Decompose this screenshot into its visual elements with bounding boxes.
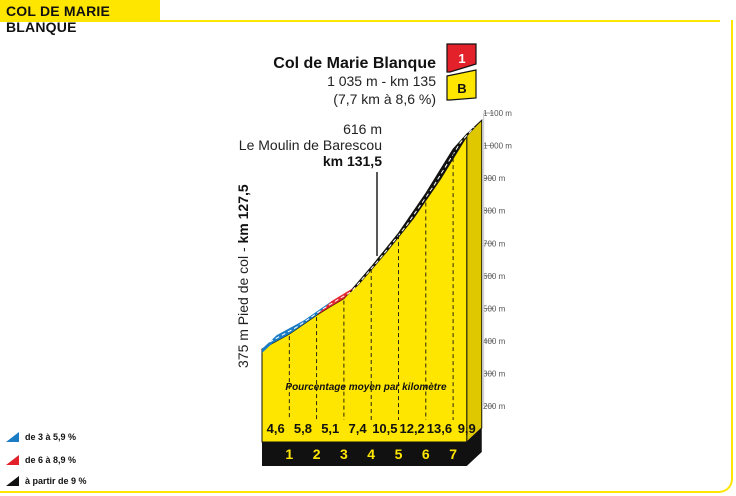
start-label: 375 m Pied de col - km 127,5 (235, 184, 251, 368)
km-marker-label: 1 (285, 446, 293, 462)
y-tick-label: 300 m (483, 369, 506, 378)
frame-border (0, 20, 733, 493)
segment-gradient-label: 5,8 (294, 421, 312, 436)
gradient-band-centerline (269, 126, 475, 343)
legend-item-red: de 6 à 8,9 % (6, 455, 76, 465)
segment-gradient-label: 10,5 (372, 421, 397, 436)
legend-item-black: à partir de 9 % (6, 476, 87, 486)
category-label: 1 (458, 51, 465, 66)
y-tick-label: 1 100 m (483, 109, 512, 118)
segment-gradient-label: 12,2 (399, 421, 424, 436)
gradient-band-segment (371, 219, 414, 268)
km-marker-label: 4 (367, 446, 375, 462)
legend-label: de 3 à 5,9 % (25, 432, 77, 442)
gradient-caption: Pourcentage moyen par kilomètre (285, 382, 447, 393)
category-flag: 1 (446, 43, 477, 73)
bonus-label: B (457, 81, 466, 96)
profile-body: 4,6 5,8 5,1 7,4 10,5 12,2 13,6 9,9 1 2 3 4 5 6 7 (261, 119, 483, 466)
y-axis: 200 m 300 m 400 m 500 m 600 m 700 m 800 m 900 m… (483, 109, 512, 411)
y-tick-label: 600 m (483, 272, 506, 281)
frame-top-border (160, 20, 720, 22)
waypoint-name: Le Moulin de Barescou (239, 137, 382, 153)
waypoint-altitude: 616 m (343, 121, 382, 137)
start-label-km: km 127,5 (235, 184, 251, 243)
segment-gradient-label: 5,1 (321, 421, 339, 436)
gradient-band-start (262, 335, 277, 354)
km-marker-label: 3 (340, 446, 348, 462)
segment-gradient-label: 7,4 (349, 421, 368, 436)
bonus-flag: B (446, 69, 477, 101)
y-tick-label: 1 000 m (483, 142, 512, 151)
waypoint-km: km 131,5 (323, 153, 382, 169)
annotations: Col de Marie Blanque 1 035 m - km 135 (7… (235, 43, 477, 393)
legend-label: de 6 à 8,9 % (25, 455, 77, 465)
y-tick-label: 200 m (483, 402, 506, 411)
y-tick-label: 900 m (483, 174, 506, 183)
km-marker-label: 5 (395, 446, 403, 462)
start-label-prefix: 375 m Pied de col - (235, 243, 251, 368)
segment-gradient-label: 13,6 (427, 421, 452, 436)
segment-gradient-label: 9,9 (458, 421, 476, 436)
page-title: COL DE MARIE BLANQUE (6, 3, 111, 35)
legend-swatch-black (6, 476, 19, 486)
km-marker-label: 7 (449, 446, 457, 462)
legend-item-blue: de 3 à 5,9 % (6, 432, 76, 442)
summit-length-gradient: (7,7 km à 8,6 %) (333, 91, 436, 107)
y-tick-label: 500 m (483, 304, 506, 313)
legend-swatch-red (6, 455, 19, 465)
y-tick-label: 400 m (483, 337, 506, 346)
summit-name: Col de Marie Blanque (273, 55, 436, 72)
km-marker-label: 2 (313, 446, 321, 462)
header-bar: COL DE MARIE BLANQUE (0, 0, 160, 35)
legend-swatch-blue (6, 432, 19, 442)
gradient-band-segment (289, 301, 332, 335)
y-tick-label: 700 m (483, 239, 506, 248)
km-marker-label: 6 (422, 446, 430, 462)
profile-side-face (466, 119, 483, 444)
segment-gradient-label: 4,6 (267, 421, 285, 436)
summit-altitude-km: 1 035 m - km 135 (327, 73, 436, 89)
y-tick-label: 800 m (483, 207, 506, 216)
legend-label: à partir de 9 % (25, 476, 87, 486)
km-strip (262, 428, 482, 466)
